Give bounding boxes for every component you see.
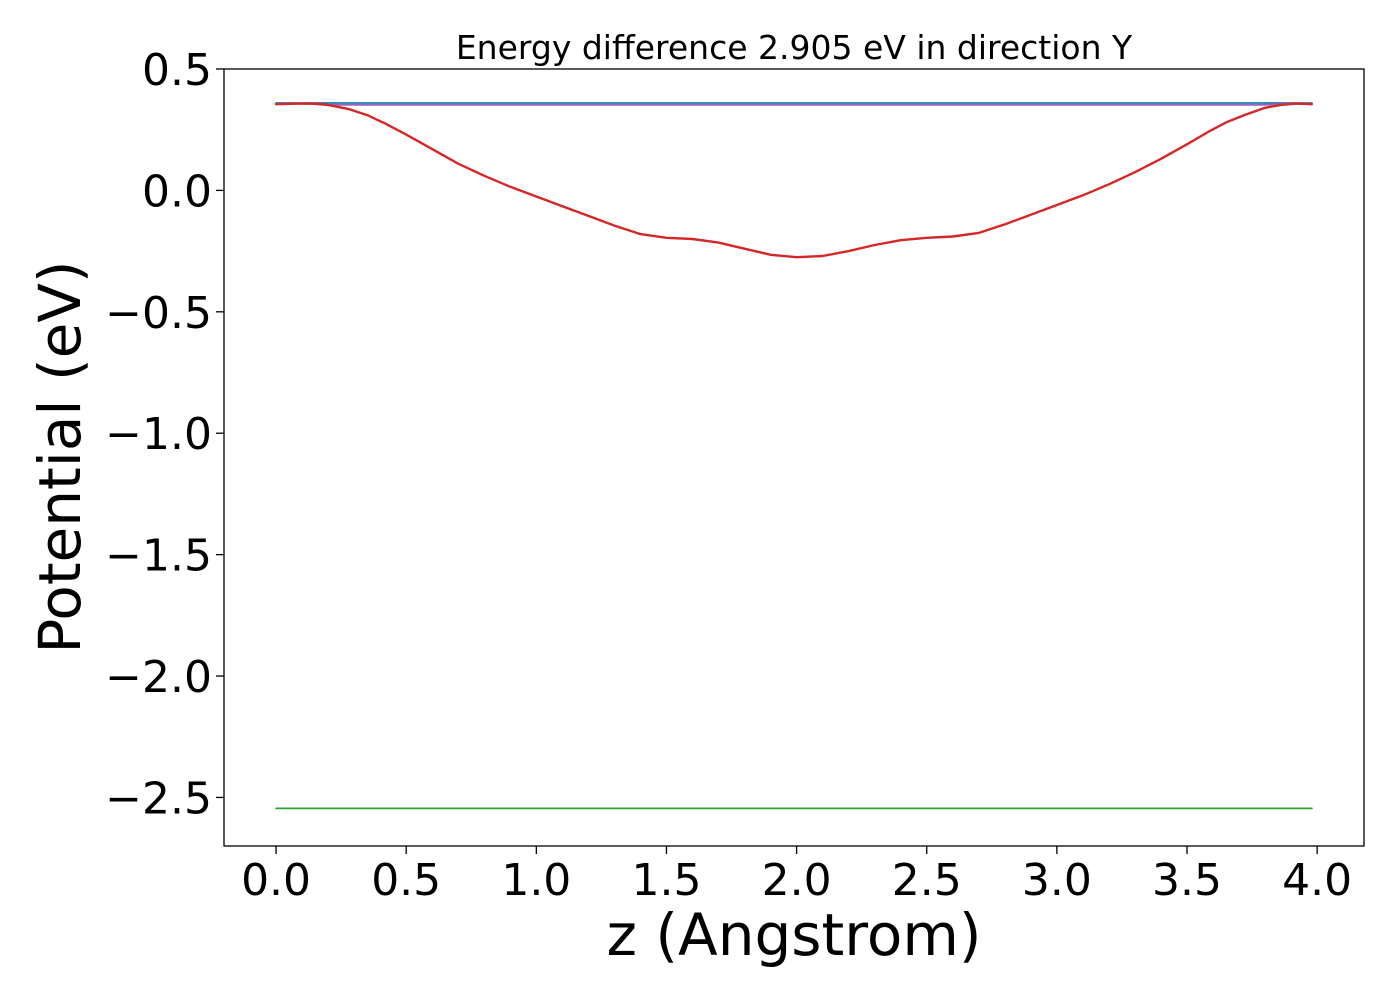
x-tick-label: 0.5: [371, 855, 441, 906]
y-tick-label: −2.0: [105, 652, 212, 703]
plot-frame: [223, 68, 1365, 847]
series-layer: [274, 102, 1314, 810]
chart-title: Energy difference 2.905 eV in direction …: [456, 28, 1133, 67]
y-tick-label: −1.0: [105, 409, 212, 460]
y-tick-label: −2.5: [105, 773, 212, 824]
y-tick-label: −1.5: [105, 531, 212, 582]
y-axis-label: Potential (eV): [26, 260, 94, 653]
x-axis-label: z (Angstrom): [607, 901, 982, 969]
y-tick-label: 0.5: [142, 45, 212, 96]
x-tick-label: 2.5: [892, 855, 962, 906]
plot-background: [224, 69, 1364, 846]
y-axis: 0.5 0.0 −0.5 −1.0 −1.5 −2.0 −2.5: [105, 45, 224, 824]
x-tick-label: 3.5: [1152, 855, 1222, 906]
x-tick-label: 3.0: [1022, 855, 1092, 906]
x-tick-label: 1.0: [501, 855, 571, 906]
y-tick-label: −0.5: [105, 288, 212, 339]
x-tick-label: 1.5: [631, 855, 701, 906]
y-tick-label: 0.0: [142, 166, 212, 217]
x-tick-label: 4.0: [1282, 855, 1352, 906]
x-tick-label: 2.0: [762, 855, 832, 906]
series-line-4: [274, 102, 1314, 259]
x-axis: 0.0 0.5 1.0 1.5 2.0 2.5 3.0 3.5 4.0: [241, 846, 1352, 906]
x-tick-label: 0.0: [241, 855, 311, 906]
